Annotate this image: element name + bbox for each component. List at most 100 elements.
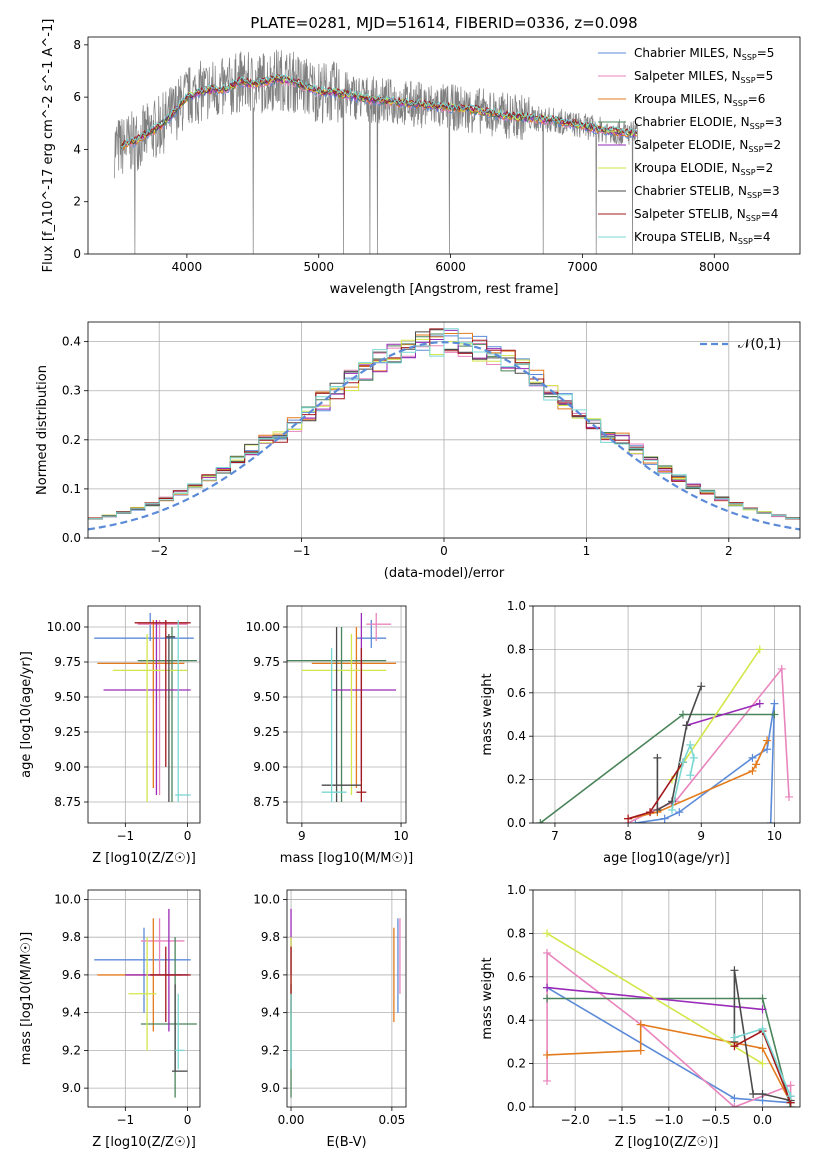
y-tick-label: 6 (73, 90, 81, 104)
x-tick-label: −2.0 (561, 1113, 590, 1127)
axes-mass_vs_Z: −1 0 9.0 9.2 9.4 9.6 9.8 10.0 Z [log10(Z/Z☉)] mas… (19, 889, 201, 1150)
x-tick-label: 1 (583, 544, 591, 558)
plus-marker (758, 994, 767, 1003)
axes-frame (286, 605, 407, 824)
y-tick-label: 0.6 (507, 970, 526, 984)
plus-marker (786, 1092, 795, 1101)
y-tick-label: 0.0 (507, 1100, 526, 1114)
y-tick-label: 0.2 (507, 773, 526, 787)
x-axis-label: Z [log10(Z/Z☉)] (92, 1135, 196, 1150)
plus-marker (686, 740, 695, 749)
axes-residuals: −2 −1 0 1 2 0.0 0.1 0.2 0.3 0.4 (data-model)/error… (35, 321, 801, 581)
plot-area-massweight_vs_Z (543, 929, 795, 1107)
axes-age_vs_mass: 9 10 8.75 9.00 9.25 9.50 9.75 10.00 mass [log10(… (246, 605, 413, 866)
errorbar-point (112, 634, 188, 802)
y-tick-label: 9.4 (62, 1006, 81, 1020)
x-tick-label: 9 (697, 829, 705, 843)
plus-marker (748, 766, 757, 775)
plus-marker (667, 805, 676, 814)
errorbar-point (140, 918, 185, 975)
errorbar-point (321, 627, 362, 802)
x-axis-label: wavelength [Angstrom, rest frame] (330, 282, 559, 297)
plus-marker (543, 1076, 552, 1085)
x-tick-label: 5000 (303, 260, 334, 274)
mass-weight-line (671, 648, 761, 781)
y-tick-label: 0.1 (62, 482, 81, 496)
axes-massweight_vs_Z: −2.0 −1.5 −1.0 −0.5 0.0 0.0 0.2 0.4 0.6 0.8 1.0 Z [… (480, 883, 801, 1150)
y-tick-label: 0.8 (507, 642, 526, 656)
data-spectrum-line (114, 49, 639, 254)
y-axis-label: age [log10(age/yr)] (19, 651, 34, 778)
plus-marker (730, 1094, 739, 1103)
y-tick-label: 4 (73, 142, 81, 156)
y-tick-label: 0.0 (62, 531, 81, 545)
plus-marker (689, 753, 698, 762)
plus-marker (758, 1059, 767, 1068)
normal-reference-curve (88, 341, 800, 531)
plus-marker (682, 721, 691, 730)
plus-marker (678, 758, 687, 767)
y-tick-label: 9.8 (62, 930, 81, 944)
y-tick-label: 2 (73, 195, 81, 209)
legend: Chabrier MILES, NSSP=5 Salpeter MILES, NS… (598, 46, 782, 246)
axes-mass_vs_EBV: 0.00 0.05 9.0 9.2 9.4 9.6 9.8 10.0 E(B-V) (253, 889, 407, 1150)
x-tick-label: −1 (293, 544, 311, 558)
plus-marker (653, 805, 662, 814)
plus-marker (543, 994, 552, 1003)
plus-marker (686, 771, 695, 780)
plot-area-age_vs_Z (94, 613, 197, 802)
legend-label: Salpeter MILES, NSSP=5 (634, 69, 773, 85)
plus-marker (631, 819, 640, 823)
y-axis-label: mass [log10(M/M☉)] (19, 932, 34, 1065)
y-tick-label: 0.8 (507, 926, 526, 940)
legend-label: Salpeter STELIB, NSSP=4 (634, 207, 778, 223)
plus-marker (646, 808, 655, 817)
errorbar-point (97, 620, 185, 788)
plus-marker (770, 699, 779, 708)
mass-weight-line (635, 703, 776, 823)
errorbar-point (356, 648, 367, 802)
axes-spectrum: 4000 5000 6000 7000 8000 0 2 4 6 8 wavelength [Ang… (41, 19, 801, 297)
x-tick-label: 7000 (567, 260, 598, 274)
x-tick-label: −1 (116, 1113, 134, 1127)
axes-frame (87, 605, 201, 824)
y-tick-label: 8.75 (54, 795, 81, 809)
plus-marker (543, 983, 552, 992)
y-tick-label: 0.4 (507, 1013, 526, 1027)
x-tick-label: 2 (725, 544, 733, 558)
errorbar-point (311, 627, 397, 788)
x-tick-label: 8000 (699, 260, 730, 274)
y-axis-label: mass weight (480, 673, 495, 755)
plus-marker (653, 753, 662, 762)
x-tick-label: 7 (551, 829, 559, 843)
y-tick-label: 8.75 (253, 795, 280, 809)
y-tick-label: 0 (73, 247, 81, 261)
y-tick-label: 0.2 (507, 1057, 526, 1071)
x-tick-label: 0.05 (379, 1113, 406, 1127)
plus-marker (678, 710, 687, 719)
y-tick-label: 0.3 (62, 384, 81, 398)
model-line (120, 73, 638, 148)
y-tick-label: 1.0 (507, 599, 526, 613)
plot-area-residuals (88, 328, 800, 531)
plus-marker (730, 1042, 739, 1051)
plus-marker (763, 736, 772, 745)
legend-label: Chabrier ELODIE, NSSP=3 (634, 115, 782, 131)
legend-label: 𝒩(0,1) (738, 337, 781, 352)
x-tick-label: 0 (184, 1113, 192, 1127)
y-tick-label: 0.6 (507, 686, 526, 700)
plus-marker (543, 1050, 552, 1059)
axes-frame (87, 889, 201, 1108)
x-axis-label: E(B-V) (326, 1135, 366, 1150)
y-tick-label: 10.00 (47, 620, 81, 634)
y-axis-label: Normed distribution (35, 365, 50, 495)
plus-marker (748, 753, 757, 762)
plus-marker (766, 819, 775, 823)
errorbar-point (321, 648, 347, 802)
legend-label: Kroupa MILES, NSSP=6 (634, 92, 765, 108)
y-tick-label: 9.75 (253, 655, 280, 669)
model-line (120, 74, 637, 147)
plus-marker (730, 966, 739, 975)
x-tick-label: 0 (440, 544, 448, 558)
